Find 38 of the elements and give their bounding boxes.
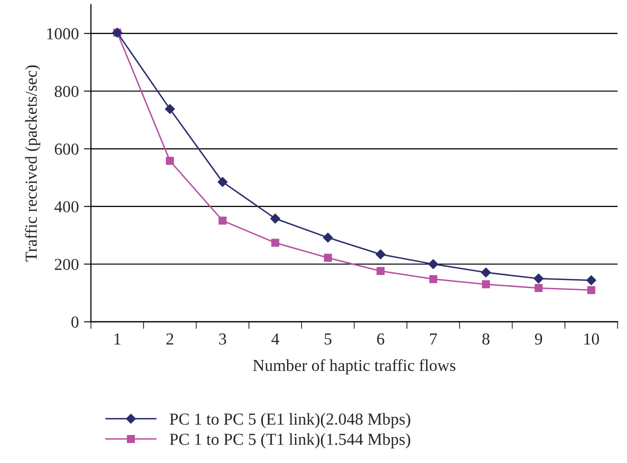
y-tick-label: 400	[54, 201, 78, 212]
point	[586, 275, 596, 286]
point	[480, 268, 491, 278]
point	[429, 275, 438, 284]
x-tick-label: 9	[534, 333, 542, 345]
x-tick-label: 7	[430, 334, 437, 344]
point	[322, 232, 333, 243]
point	[482, 280, 490, 288]
point	[376, 267, 385, 276]
point	[376, 249, 386, 260]
x-tick-label: 1	[114, 333, 120, 344]
point	[534, 284, 543, 292]
point	[271, 238, 280, 247]
point	[164, 104, 175, 114]
point	[218, 216, 227, 225]
point	[428, 259, 438, 270]
x-axis-title: Number of haptic traffic flows	[253, 359, 456, 374]
point	[587, 286, 596, 294]
x-tick-label: 8	[482, 333, 490, 345]
point	[270, 214, 280, 224]
y-tick-label: 200	[54, 258, 78, 270]
legend-label: PC 1 to PC 5 (E1 link)(2.048 Mbps)	[170, 413, 410, 428]
x-tick-label: 4	[271, 333, 280, 344]
y-tick-label: 800	[54, 86, 78, 98]
legend-label: PC 1 to PC 5 (T1 link)(1.544 Mbps)	[170, 433, 410, 448]
y-axis-title: Traffic received (packets/sec)	[24, 65, 40, 262]
y-tick-label: 0	[71, 316, 78, 328]
point	[166, 156, 174, 165]
y-tick-label: 1000	[47, 28, 78, 40]
point	[324, 254, 332, 262]
y-tick-label: 600	[54, 143, 78, 155]
x-tick-label: 6	[377, 333, 384, 345]
x-tick-label: 10	[584, 333, 599, 345]
point	[534, 274, 544, 284]
x-tick-label: 3	[219, 333, 226, 345]
x-tick-label: 5	[324, 334, 332, 345]
point	[218, 177, 228, 187]
x-tick-label: 2	[166, 333, 174, 344]
